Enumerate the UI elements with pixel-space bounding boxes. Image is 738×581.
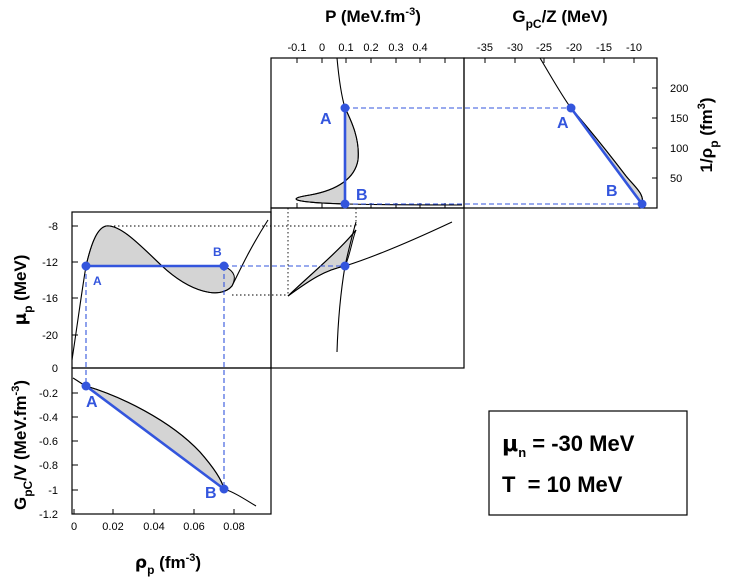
inv-rho-tick-100: 100 — [670, 143, 688, 155]
gz-tick-5: -10 — [626, 42, 642, 54]
connector-lines — [85, 107, 642, 489]
gv-tick-2: -0.4 — [39, 412, 58, 424]
gv-tick-0: 0 — [52, 363, 58, 375]
label-a-mu: A — [93, 274, 102, 288]
point-a-mu — [81, 261, 91, 271]
mu-tick-20: -20 — [42, 330, 58, 342]
parameter-box-frame — [488, 410, 688, 516]
gz-tick-0: -35 — [477, 42, 493, 54]
mu-tick-8: -8 — [48, 221, 58, 233]
temperature-value: T = 10 MeV — [502, 472, 623, 497]
inv-rho-tick-200: 200 — [670, 83, 688, 95]
panel-center-crossover — [270, 207, 465, 369]
gz-tick-1: -30 — [507, 42, 523, 54]
gz-curve — [539, 57, 644, 205]
panel-gibbs-per-particle: -35 -30 -25 -20 -15 -10 GpC/Z (MeV) 200 … — [463, 7, 721, 209]
gz-ticks — [484, 58, 657, 179]
panel-pressure: -0.1 0 0.1 0.2 0.3 0.4 P (MeV.fm-3) — [270, 6, 465, 209]
point-b-mu — [219, 261, 229, 271]
mu-ticks — [72, 225, 78, 336]
point-b-gv — [219, 484, 229, 494]
inv-rho-axis-label: 1/ρp (fm3) — [696, 97, 721, 172]
p-tick-3: 0.2 — [363, 42, 378, 54]
label-b-mu: B — [213, 245, 222, 259]
coexistence-points: A B A B A B A B — [81, 103, 647, 502]
p-tick-2: 0.1 — [338, 42, 353, 54]
gv-ticks — [72, 367, 235, 515]
gv-tick-5: -1 — [48, 485, 58, 497]
point-b-gz — [637, 199, 647, 209]
label-a-gv: A — [86, 394, 98, 411]
label-a-pressure: A — [320, 111, 332, 128]
center-curve-1 — [287, 221, 453, 297]
rho-tick-3: 0.06 — [183, 521, 204, 533]
panel-chemical-potential: -8 -12 -16 -20 μp (MeV) — [11, 211, 272, 369]
point-a-gz — [566, 103, 576, 113]
center-axes-frame — [270, 207, 465, 369]
inv-rho-tick-50: 50 — [670, 173, 682, 185]
pressure-axis-label: P (MeV.fm-3) — [325, 6, 421, 26]
gz-tick-2: -25 — [536, 42, 552, 54]
label-b-gv: B — [205, 485, 217, 502]
gv-tick-4: -0.8 — [39, 460, 58, 472]
gz-tick-4: -15 — [596, 42, 612, 54]
inv-rho-tick-150: 150 — [670, 113, 688, 125]
gv-tangent-line — [85, 384, 225, 491]
label-b-pressure: B — [356, 187, 368, 204]
mu-n-value: μn = -30 MeV — [502, 431, 635, 460]
center-curve-2 — [287, 229, 357, 297]
p-tick-1: 0 — [319, 42, 325, 54]
p-tick-5: 0.4 — [412, 42, 427, 54]
rho-tick-1: 0.02 — [102, 521, 123, 533]
rho-tick-2: 0.04 — [143, 521, 164, 533]
gv-tick-3: -0.6 — [39, 436, 58, 448]
point-a-pressure — [340, 103, 350, 113]
gv-tick-1: -0.2 — [39, 388, 58, 400]
pressure-curve — [295, 57, 463, 206]
mu-curve — [71, 219, 269, 361]
point-a-gv — [81, 381, 91, 391]
gz-tangent-line — [569, 107, 644, 205]
label-b-gz: B — [606, 183, 618, 200]
point-b-pressure — [340, 199, 350, 209]
gv-axis-label: GpC/V (MeV.fm-3) — [10, 380, 35, 510]
mu-tick-12: -12 — [42, 257, 58, 269]
pressure-axes-frame — [270, 57, 465, 209]
p-tick-4: 0.3 — [388, 42, 403, 54]
rho-axis-label: ρp (fm-3) — [135, 552, 201, 577]
point-center — [340, 261, 350, 271]
gv-tick-6: -1.2 — [39, 509, 58, 521]
p-tick-0: -0.1 — [288, 42, 307, 54]
panel-gibbs-per-volume: 0 -0.2 -0.4 -0.6 -0.8 -1 -1.2 0 0.02 0.0… — [10, 363, 272, 577]
label-a-gz: A — [557, 115, 569, 132]
gz-axis-label: GpC/Z (MeV) — [512, 7, 607, 31]
mu-axis-label: μp (MeV) — [11, 255, 35, 326]
pressure-ticks — [296, 58, 446, 208]
parameter-box: μn = -30 MeV T = 10 MeV — [488, 410, 688, 516]
gz-axes-frame — [463, 57, 658, 209]
mu-tick-16: -16 — [42, 293, 58, 305]
gz-tick-3: -20 — [566, 42, 582, 54]
rho-tick-0: 0 — [71, 521, 77, 533]
rho-tick-4: 0.08 — [223, 521, 244, 533]
